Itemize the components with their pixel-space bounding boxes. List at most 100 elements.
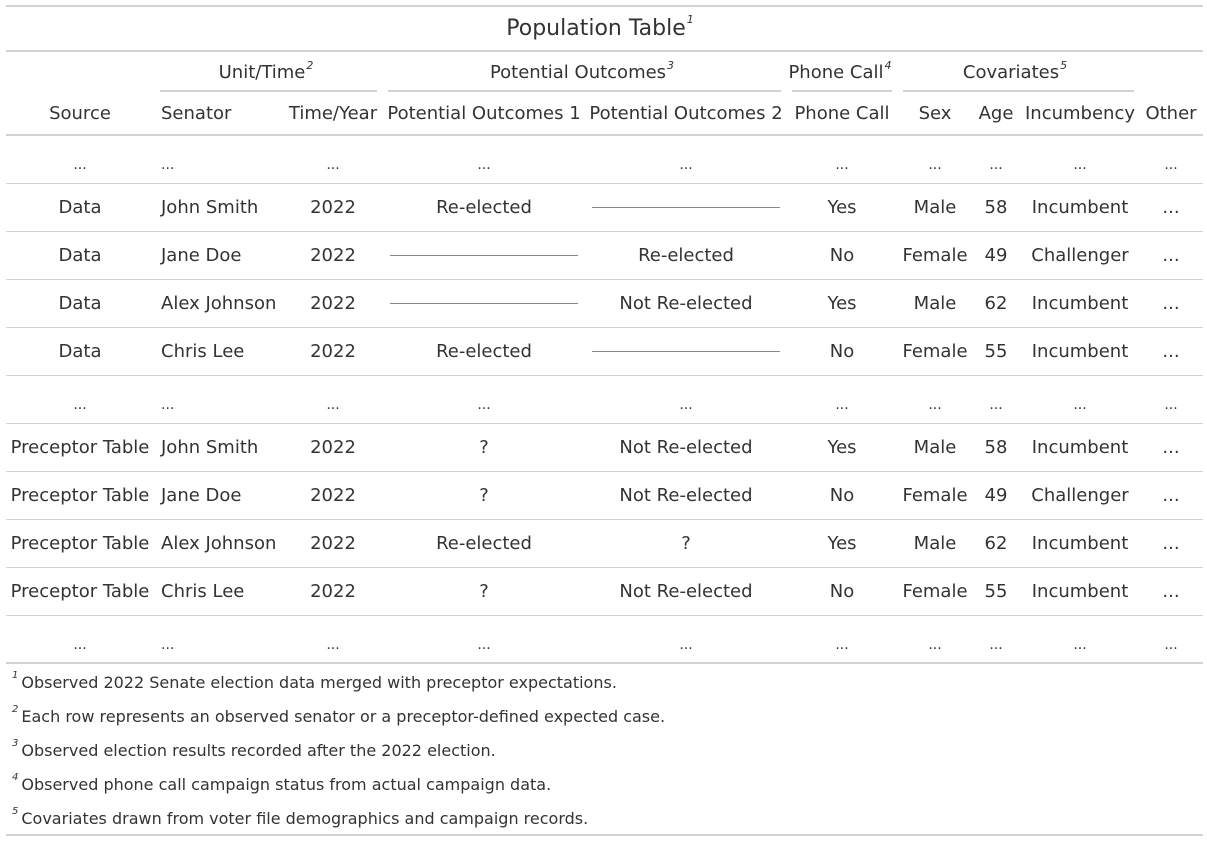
footnote-mark: 3 — [12, 738, 19, 749]
cell-potential-outcomes-2: ... — [679, 637, 693, 653]
cell-age: ... — [989, 637, 1003, 653]
spanner-label: Unit/Time2 — [218, 60, 314, 83]
footnote-mark: 4 — [12, 772, 19, 783]
cell-potential-outcomes-2: Re-elected — [638, 245, 734, 266]
bottom-rule — [6, 834, 1203, 836]
title-footnote-mark: 1 — [686, 13, 694, 26]
cell-senator: ... — [161, 397, 175, 413]
cell-other: ... — [1164, 637, 1178, 653]
cell-age: 58 — [984, 197, 1008, 218]
row-divider — [6, 615, 1203, 616]
footnote-text: Covariates drawn from voter file demogra… — [21, 809, 589, 828]
cell-age: ... — [989, 397, 1003, 413]
cell-phone-call: No — [829, 581, 855, 602]
spanner-rule — [792, 90, 892, 92]
footnote: 3 Observed election results recorded afte… — [12, 739, 496, 760]
ellipsis-row: .............................. — [0, 376, 1207, 424]
cell-other: ... — [1162, 197, 1180, 218]
row-divider — [6, 567, 1203, 568]
cell-senator: Jane Doe — [161, 485, 242, 506]
cell-time-year: 2022 — [310, 437, 356, 458]
row-divider — [6, 327, 1203, 328]
cell-sex: ... — [928, 397, 942, 413]
cell-potential-outcomes-2: Not Re-elected — [619, 437, 753, 458]
cell-incumbency: Challenger — [1031, 485, 1129, 506]
cell-time-year: 2022 — [310, 197, 356, 218]
column-header-other: Other — [1145, 103, 1197, 124]
spanner-label-text: Phone Call — [788, 62, 884, 83]
cell-sex: Male — [913, 293, 957, 314]
footnote-text: Each row represents an observed senator … — [21, 707, 666, 726]
footnote-mark: 1 — [12, 670, 19, 681]
cell-source: Data — [58, 245, 102, 266]
cell-other: ... — [1162, 437, 1180, 458]
cell-sex: Female — [902, 581, 968, 602]
cell-potential-outcomes-2: ... — [679, 397, 693, 413]
footnote: 2 Each row represents an observed senator… — [12, 705, 666, 726]
footnote-text: Observed election results recorded after… — [21, 741, 496, 760]
cell-other: ... — [1162, 245, 1180, 266]
cell-source: Data — [58, 197, 102, 218]
cell-source: Preceptor Table — [10, 485, 150, 506]
cell-source: Preceptor Table — [10, 437, 150, 458]
cell-phone-call: ... — [835, 157, 849, 173]
cell-age: 55 — [984, 341, 1008, 362]
cell-time-year: 2022 — [310, 245, 356, 266]
cell-potential-outcomes-1: ? — [479, 437, 489, 458]
cell-other: ... — [1164, 397, 1178, 413]
cell-senator: ... — [161, 157, 175, 173]
table-title-text: Population Table — [506, 16, 686, 41]
table-title: Population Table1 — [506, 14, 693, 41]
empty-outcome-line — [592, 207, 780, 208]
spanner-footnote-mark: 3 — [667, 59, 675, 72]
cell-source: ... — [73, 157, 87, 173]
cell-other: ... — [1162, 533, 1180, 554]
cell-incumbency: ... — [1073, 397, 1087, 413]
cell-potential-outcomes-1: Re-elected — [436, 533, 532, 554]
footnote-text: Observed 2022 Senate election data merge… — [21, 673, 617, 692]
cell-potential-outcomes-1: ? — [479, 581, 489, 602]
spanner-label-text: Unit/Time — [218, 62, 306, 83]
cell-age: 49 — [984, 245, 1008, 266]
row-divider — [6, 375, 1203, 376]
cell-source: Preceptor Table — [10, 581, 150, 602]
spanner-rule — [160, 90, 377, 92]
footnote: 4 Observed phone call campaign status fro… — [12, 773, 552, 794]
table-row: Data Jane Doe 2022 Re-elected No Female 49 Chal… — [0, 232, 1207, 280]
cell-sex: Male — [913, 197, 957, 218]
column-header-source: Source — [49, 103, 111, 124]
footnote-mark: 2 — [12, 704, 19, 715]
cell-phone-call: No — [829, 341, 855, 362]
cell-potential-outcomes-1: ... — [477, 637, 491, 653]
spanner-label: Phone Call4 — [788, 60, 891, 83]
column-header-time-year: Time/Year — [288, 103, 378, 124]
spanner-footnote-mark: 2 — [306, 59, 314, 72]
cell-potential-outcomes-2: Not Re-elected — [619, 293, 753, 314]
cell-other: ... — [1162, 485, 1180, 506]
cell-potential-outcomes-2: ? — [681, 533, 691, 554]
column-header-sex: Sex — [918, 103, 952, 124]
cell-senator: Alex Johnson — [161, 293, 277, 314]
table-row: Data Chris Lee 2022 Re-elected No Female 55 Inc… — [0, 328, 1207, 376]
ellipsis-row: .............................. — [0, 616, 1207, 664]
cell-potential-outcomes-2: Not Re-elected — [619, 485, 753, 506]
row-divider — [6, 471, 1203, 472]
footnote-text: Observed phone call campaign status from… — [21, 775, 552, 794]
cell-incumbency: Incumbent — [1031, 293, 1129, 314]
cell-phone-call: No — [829, 245, 855, 266]
table-row: Preceptor Table Chris Lee 2022? Not Re-elec… — [0, 568, 1207, 616]
spanner-label: Potential Outcomes3 — [490, 60, 674, 82]
spanner-rule — [903, 90, 1134, 92]
cell-phone-call: No — [829, 485, 855, 506]
cell-time-year: 2022 — [310, 293, 356, 314]
cell-other: ... — [1162, 581, 1180, 602]
cell-source: ... — [73, 637, 87, 653]
empty-outcome-line — [390, 255, 578, 256]
cell-potential-outcomes-2: ... — [679, 157, 693, 173]
cell-phone-call: Yes — [827, 197, 857, 218]
spanner-label: Covariates5 — [963, 60, 1067, 82]
cell-potential-outcomes-1: Re-elected — [436, 197, 532, 218]
table-row: Data Alex Johnson 2022 Not Re-elected Yes Mal… — [0, 280, 1207, 328]
cell-sex: Male — [913, 533, 957, 554]
